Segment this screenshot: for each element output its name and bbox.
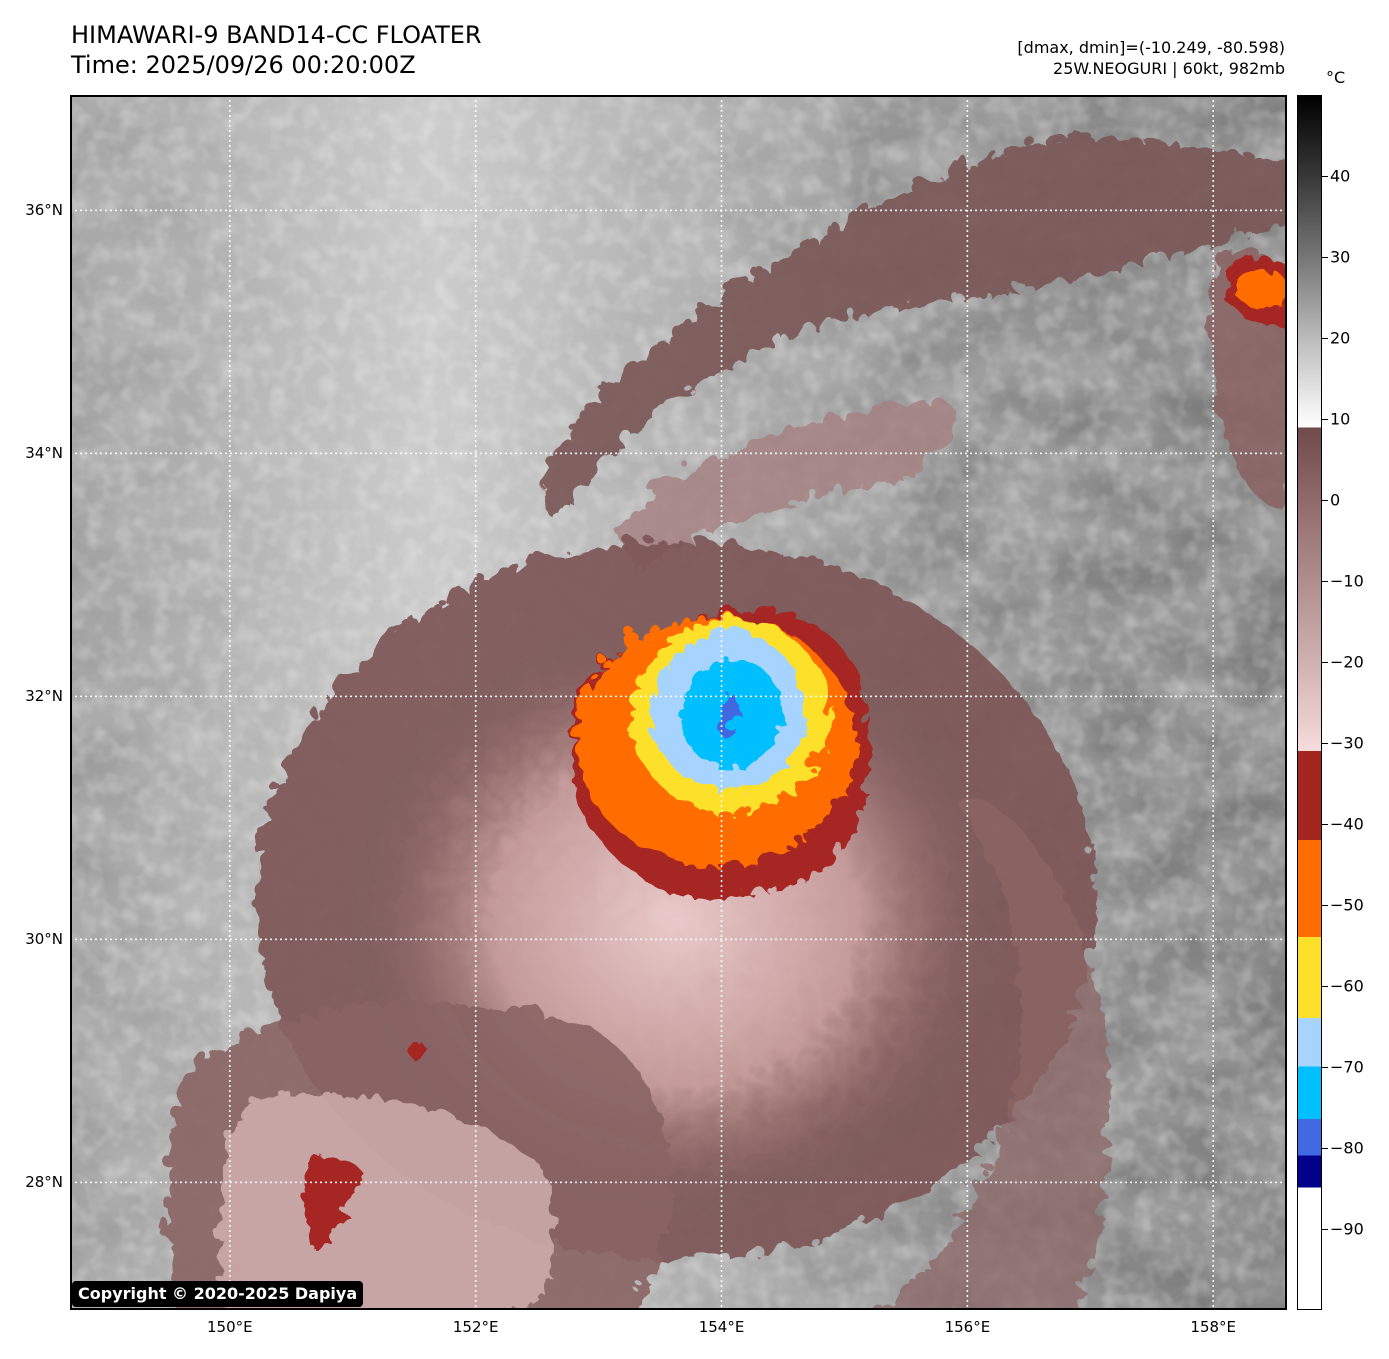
latitude-label: 36°N <box>25 201 63 220</box>
colorbar-tick-mark <box>1322 176 1328 177</box>
copyright-badge: Copyright © 2020-2025 Dapiya <box>72 1281 364 1307</box>
colorbar-tick-label: −20 <box>1330 652 1364 672</box>
longitude-label: 158°E <box>1190 1318 1237 1336</box>
colorbar-tick-mark <box>1322 581 1328 582</box>
colorbar-tick-label: −80 <box>1330 1138 1364 1158</box>
colorbar-tick-mark <box>1322 500 1328 501</box>
isolated-cold-patches <box>298 252 1287 1245</box>
colorbar-tick-label: −50 <box>1330 895 1364 915</box>
colorbar <box>1297 95 1322 1310</box>
colorbar-tick-label: 40 <box>1330 166 1351 186</box>
storm-info: [dmax, dmin]=(-10.249, -80.598) 25W.NEOG… <box>1017 37 1285 79</box>
title-time: Time: 2025/09/26 00:20:00Z <box>71 51 416 79</box>
colorbar-tick-label: −30 <box>1330 733 1364 753</box>
chart-title: HIMAWARI-9 BAND14-CC FLOATER Time: 2025/… <box>71 20 482 80</box>
storm-name-text: 25W.NEOGURI | 60kt, 982mb <box>1053 59 1285 78</box>
colorbar-tick-label: −40 <box>1330 814 1364 834</box>
colorbar-tick-label: 20 <box>1330 328 1351 348</box>
colorbar-tick-label: −70 <box>1330 1057 1364 1077</box>
colorbar-tick-mark <box>1322 986 1328 987</box>
colorbar-tick-label: −90 <box>1330 1219 1364 1239</box>
latitude-label: 34°N <box>25 444 63 463</box>
colorbar-tick-label: 30 <box>1330 247 1351 267</box>
colorbar-unit: °C <box>1326 68 1346 87</box>
longitude-label: 154°E <box>698 1318 745 1336</box>
colorbar-tick-mark <box>1322 905 1328 906</box>
colorbar-tick-mark <box>1322 1067 1328 1068</box>
colorbar-tick-mark <box>1322 419 1328 420</box>
longitude-label: 150°E <box>206 1318 253 1336</box>
colorbar-tick-mark <box>1322 743 1328 744</box>
colorbar-tick-mark <box>1322 824 1328 825</box>
colorbar-tick-mark <box>1322 257 1328 258</box>
colorbar-tick-label: −60 <box>1330 976 1364 996</box>
longitude-label: 156°E <box>944 1318 991 1336</box>
colorbar-tick-mark <box>1322 1148 1328 1149</box>
title-product: HIMAWARI-9 BAND14-CC FLOATER <box>71 21 482 49</box>
latitude-label: 28°N <box>25 1173 63 1192</box>
satellite-map <box>70 95 1287 1310</box>
colorbar-tick-mark <box>1322 338 1328 339</box>
longitude-label: 152°E <box>452 1318 499 1336</box>
map-frame <box>70 95 1287 1310</box>
colorbar-tick-mark <box>1322 1229 1328 1230</box>
colorbar-tick-label: 0 <box>1330 490 1341 510</box>
colorbar-tick-label: −10 <box>1330 571 1364 591</box>
latitude-label: 32°N <box>25 687 63 706</box>
colorbar-tick-label: 10 <box>1330 409 1351 429</box>
data-range-text: [dmax, dmin]=(-10.249, -80.598) <box>1017 38 1285 57</box>
latitude-label: 30°N <box>25 930 63 949</box>
colorbar-tick-mark <box>1322 662 1328 663</box>
satellite-image <box>70 95 1287 1310</box>
